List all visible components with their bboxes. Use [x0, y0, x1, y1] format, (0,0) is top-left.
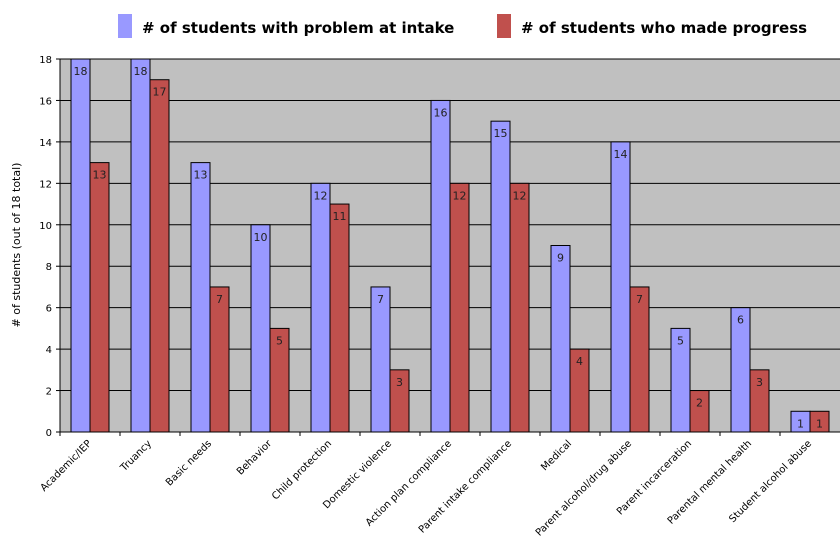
y-axis-title: # of students (out of 18 total)	[10, 163, 23, 328]
bar-progress	[689, 390, 710, 433]
bar-intake	[490, 120, 511, 433]
bar-progress	[269, 327, 290, 433]
data-label: 1	[797, 417, 804, 430]
bar-intake	[550, 245, 571, 433]
y-tick-label: 10	[39, 221, 52, 232]
x-category-label: Behavior	[235, 438, 275, 478]
bars	[70, 58, 830, 433]
data-label: 15	[494, 127, 508, 140]
x-category-label: Medical	[539, 438, 574, 473]
legend: # of students with problem at intake # of…	[118, 14, 807, 38]
bar-intake	[610, 141, 631, 433]
y-tick-label: 4	[46, 345, 52, 356]
data-label: 3	[756, 376, 763, 389]
x-category-label: Child protection	[270, 438, 334, 502]
data-label: 11	[333, 210, 347, 223]
data-label: 10	[254, 231, 268, 244]
bar-intake	[430, 99, 451, 433]
y-tick-label: 8	[46, 262, 52, 273]
bar-progress	[749, 369, 770, 433]
y-tick-label: 12	[39, 179, 52, 190]
data-label: 12	[513, 189, 527, 202]
bar-progress	[509, 182, 530, 433]
y-tick-label: 16	[39, 96, 52, 107]
bar-progress	[569, 348, 590, 433]
bar-progress	[329, 203, 350, 433]
bar-intake	[250, 224, 271, 433]
data-label: 5	[677, 334, 684, 347]
bar-progress	[449, 182, 470, 433]
data-label: 13	[93, 169, 107, 182]
data-label: 16	[434, 106, 448, 119]
data-label: 13	[194, 169, 208, 182]
data-label: 14	[614, 148, 628, 161]
bar-intake	[190, 162, 211, 433]
y-tick-label: 2	[46, 387, 52, 398]
data-label: 17	[153, 86, 167, 99]
data-label: 1	[816, 417, 823, 430]
bar-intake	[130, 58, 151, 433]
bar-intake	[70, 58, 91, 433]
data-label: 12	[314, 189, 328, 202]
bar-progress	[809, 410, 830, 433]
x-category-label: Basic needs	[164, 438, 214, 488]
bar-intake	[670, 327, 691, 433]
data-label: 18	[134, 65, 148, 78]
data-label: 5	[276, 334, 283, 347]
bar-progress	[149, 79, 170, 433]
data-label: 2	[696, 397, 703, 410]
data-label: 4	[576, 355, 583, 368]
data-label: 7	[216, 293, 223, 306]
bar-progress	[629, 286, 650, 433]
bar-intake	[370, 286, 391, 433]
bar-progress	[89, 162, 110, 433]
x-category-label: Academic/IEP	[39, 438, 94, 493]
y-tick-label: 6	[46, 304, 52, 315]
y-tick-label: 0	[46, 428, 52, 439]
y-tick-label: 14	[39, 138, 52, 149]
legend-swatch	[118, 14, 132, 38]
data-label: 7	[636, 293, 643, 306]
bar-progress	[389, 369, 410, 433]
data-label: 6	[737, 314, 744, 327]
y-tick-label: 18	[39, 55, 52, 66]
data-label: 3	[396, 376, 403, 389]
data-label: 12	[453, 189, 467, 202]
data-label: 9	[557, 252, 564, 265]
x-category-label: Parent alcohol/drug abuse	[534, 438, 634, 538]
bar-progress	[209, 286, 230, 433]
legend-label: # of students with problem at intake	[142, 19, 454, 37]
data-label: 7	[377, 293, 384, 306]
data-label: 18	[74, 65, 88, 78]
legend-swatch	[497, 14, 511, 38]
x-category-label: Truancy	[118, 438, 154, 474]
legend-label: # of students who made progress	[521, 19, 807, 37]
bar-intake	[310, 182, 331, 433]
